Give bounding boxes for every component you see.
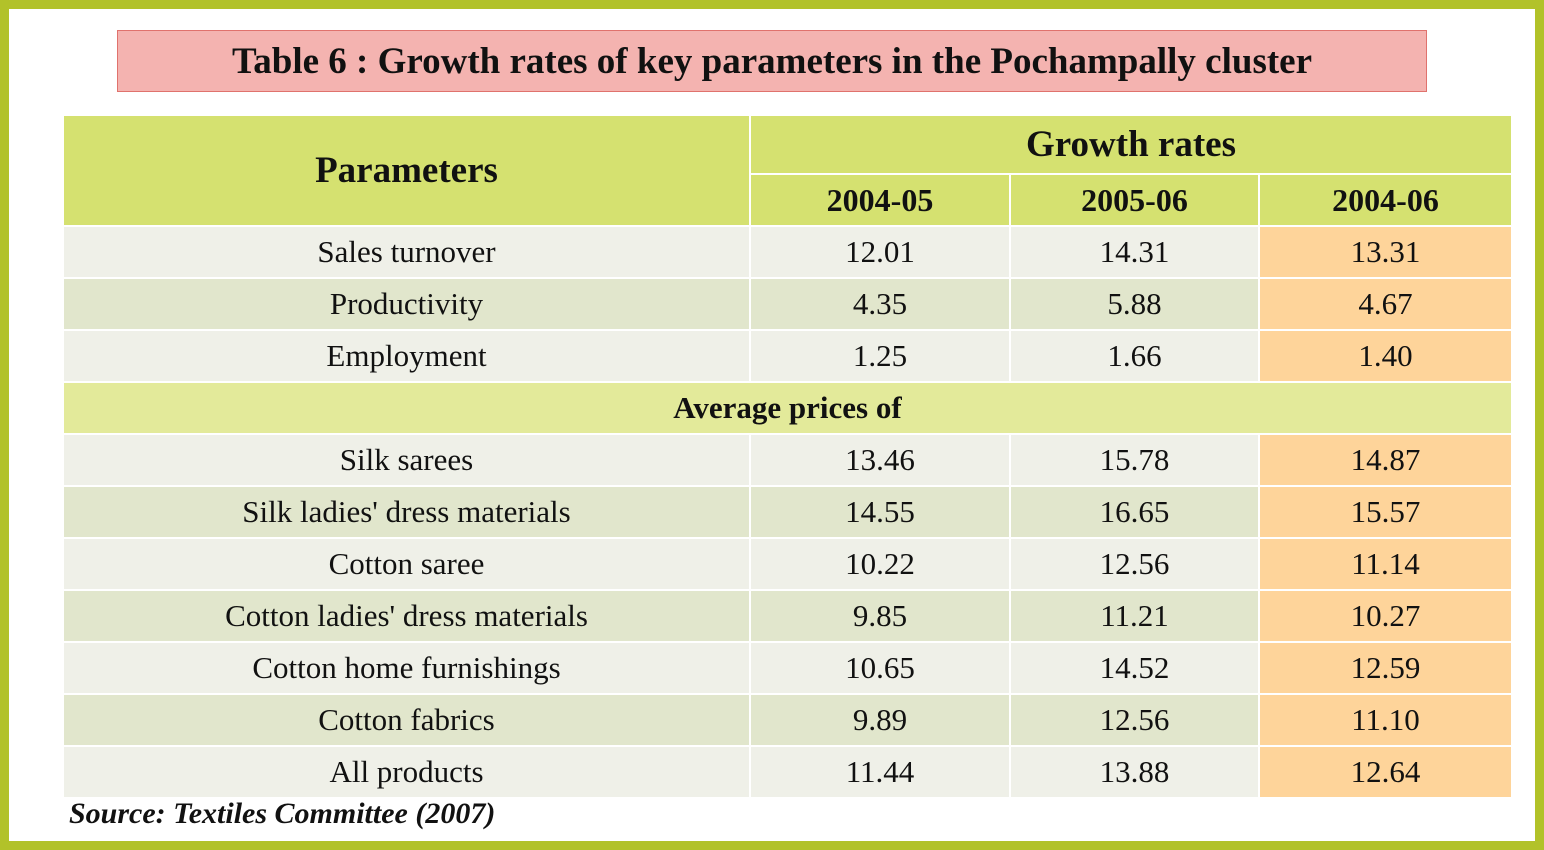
cell-2004-05: 9.89 [749, 693, 1011, 747]
row-label: Silk sarees [62, 433, 751, 487]
header-growth-rates: Growth rates [749, 114, 1513, 175]
table-row: Cotton ladies' dress materials 9.85 11.21 1… [62, 589, 1513, 643]
cell-2004-05: 4.35 [749, 277, 1011, 331]
cell-2005-06: 5.88 [1009, 277, 1260, 331]
table-row: Silk sarees 13.46 15.78 14.87 [62, 433, 1513, 487]
cell-2004-05: 1.25 [749, 329, 1011, 383]
row-label: Cotton home furnishings [62, 641, 751, 695]
table-body-top: Sales turnover 12.01 14.31 13.31 Productivit… [62, 225, 1513, 383]
row-label: Productivity [62, 277, 751, 331]
row-label: Employment [62, 329, 751, 383]
cell-2004-06: 1.40 [1258, 329, 1513, 383]
source-note: Source: Textiles Committee (2007) [69, 797, 496, 830]
cell-2004-05: 11.44 [749, 745, 1011, 799]
header-year-2004-05: 2004-05 [749, 173, 1011, 227]
table-row: All products 11.44 13.88 12.64 [62, 745, 1513, 799]
table-row: Sales turnover 12.01 14.31 13.31 [62, 225, 1513, 279]
row-label: Silk ladies' dress materials [62, 485, 751, 539]
cell-2005-06: 1.66 [1009, 329, 1260, 383]
table-row: Silk ladies' dress materials 14.55 16.65 15… [62, 485, 1513, 539]
cell-2005-06: 15.78 [1009, 433, 1260, 487]
cell-2004-06: 15.57 [1258, 485, 1513, 539]
cell-2005-06: 14.31 [1009, 225, 1260, 279]
cell-2004-05: 9.85 [749, 589, 1011, 643]
cell-2005-06: 14.52 [1009, 641, 1260, 695]
cell-2004-06: 14.87 [1258, 433, 1513, 487]
cell-2004-06: 4.67 [1258, 277, 1513, 331]
cell-2004-05: 10.65 [749, 641, 1011, 695]
cell-2004-06: 13.31 [1258, 225, 1513, 279]
cell-2004-06: 11.14 [1258, 537, 1513, 591]
cell-2004-06: 11.10 [1258, 693, 1513, 747]
header-parameters: Parameters [62, 114, 751, 227]
cell-2004-06: 12.59 [1258, 641, 1513, 695]
table-row: Cotton home furnishings 10.65 14.52 12.59 [62, 641, 1513, 695]
header-year-2004-06: 2004-06 [1258, 173, 1513, 227]
row-label: Cotton fabrics [62, 693, 751, 747]
row-label: Cotton ladies' dress materials [62, 589, 751, 643]
cell-2005-06: 13.88 [1009, 745, 1260, 799]
table-title: Table 6 : Growth rates of key parameters… [117, 30, 1427, 92]
cell-2005-06: 12.56 [1009, 537, 1260, 591]
section-label: Average prices of [62, 381, 1513, 435]
row-label: Sales turnover [62, 225, 751, 279]
row-label: All products [62, 745, 751, 799]
header-year-2005-06: 2005-06 [1009, 173, 1260, 227]
cell-2004-05: 10.22 [749, 537, 1011, 591]
cell-2004-05: 12.01 [749, 225, 1011, 279]
section-row: Average prices of [62, 381, 1513, 435]
cell-2005-06: 11.21 [1009, 589, 1260, 643]
cell-2004-05: 14.55 [749, 485, 1011, 539]
table-row: Employment 1.25 1.66 1.40 [62, 329, 1513, 383]
cell-2004-05: 13.46 [749, 433, 1011, 487]
table-body-prices: Silk sarees 13.46 15.78 14.87 Silk ladies' d… [62, 433, 1513, 799]
cell-2004-06: 12.64 [1258, 745, 1513, 799]
table-row: Cotton saree 10.22 12.56 11.14 [62, 537, 1513, 591]
growth-rates-table: Parameters Growth rates 2004-05 2005-06 … [62, 114, 1513, 799]
cell-2005-06: 16.65 [1009, 485, 1260, 539]
cell-2005-06: 12.56 [1009, 693, 1260, 747]
cell-2004-06: 10.27 [1258, 589, 1513, 643]
row-label: Cotton saree [62, 537, 751, 591]
table-section: Average prices of [62, 381, 1513, 435]
table-row: Cotton fabrics 9.89 12.56 11.10 [62, 693, 1513, 747]
table-row: Productivity 4.35 5.88 4.67 [62, 277, 1513, 331]
